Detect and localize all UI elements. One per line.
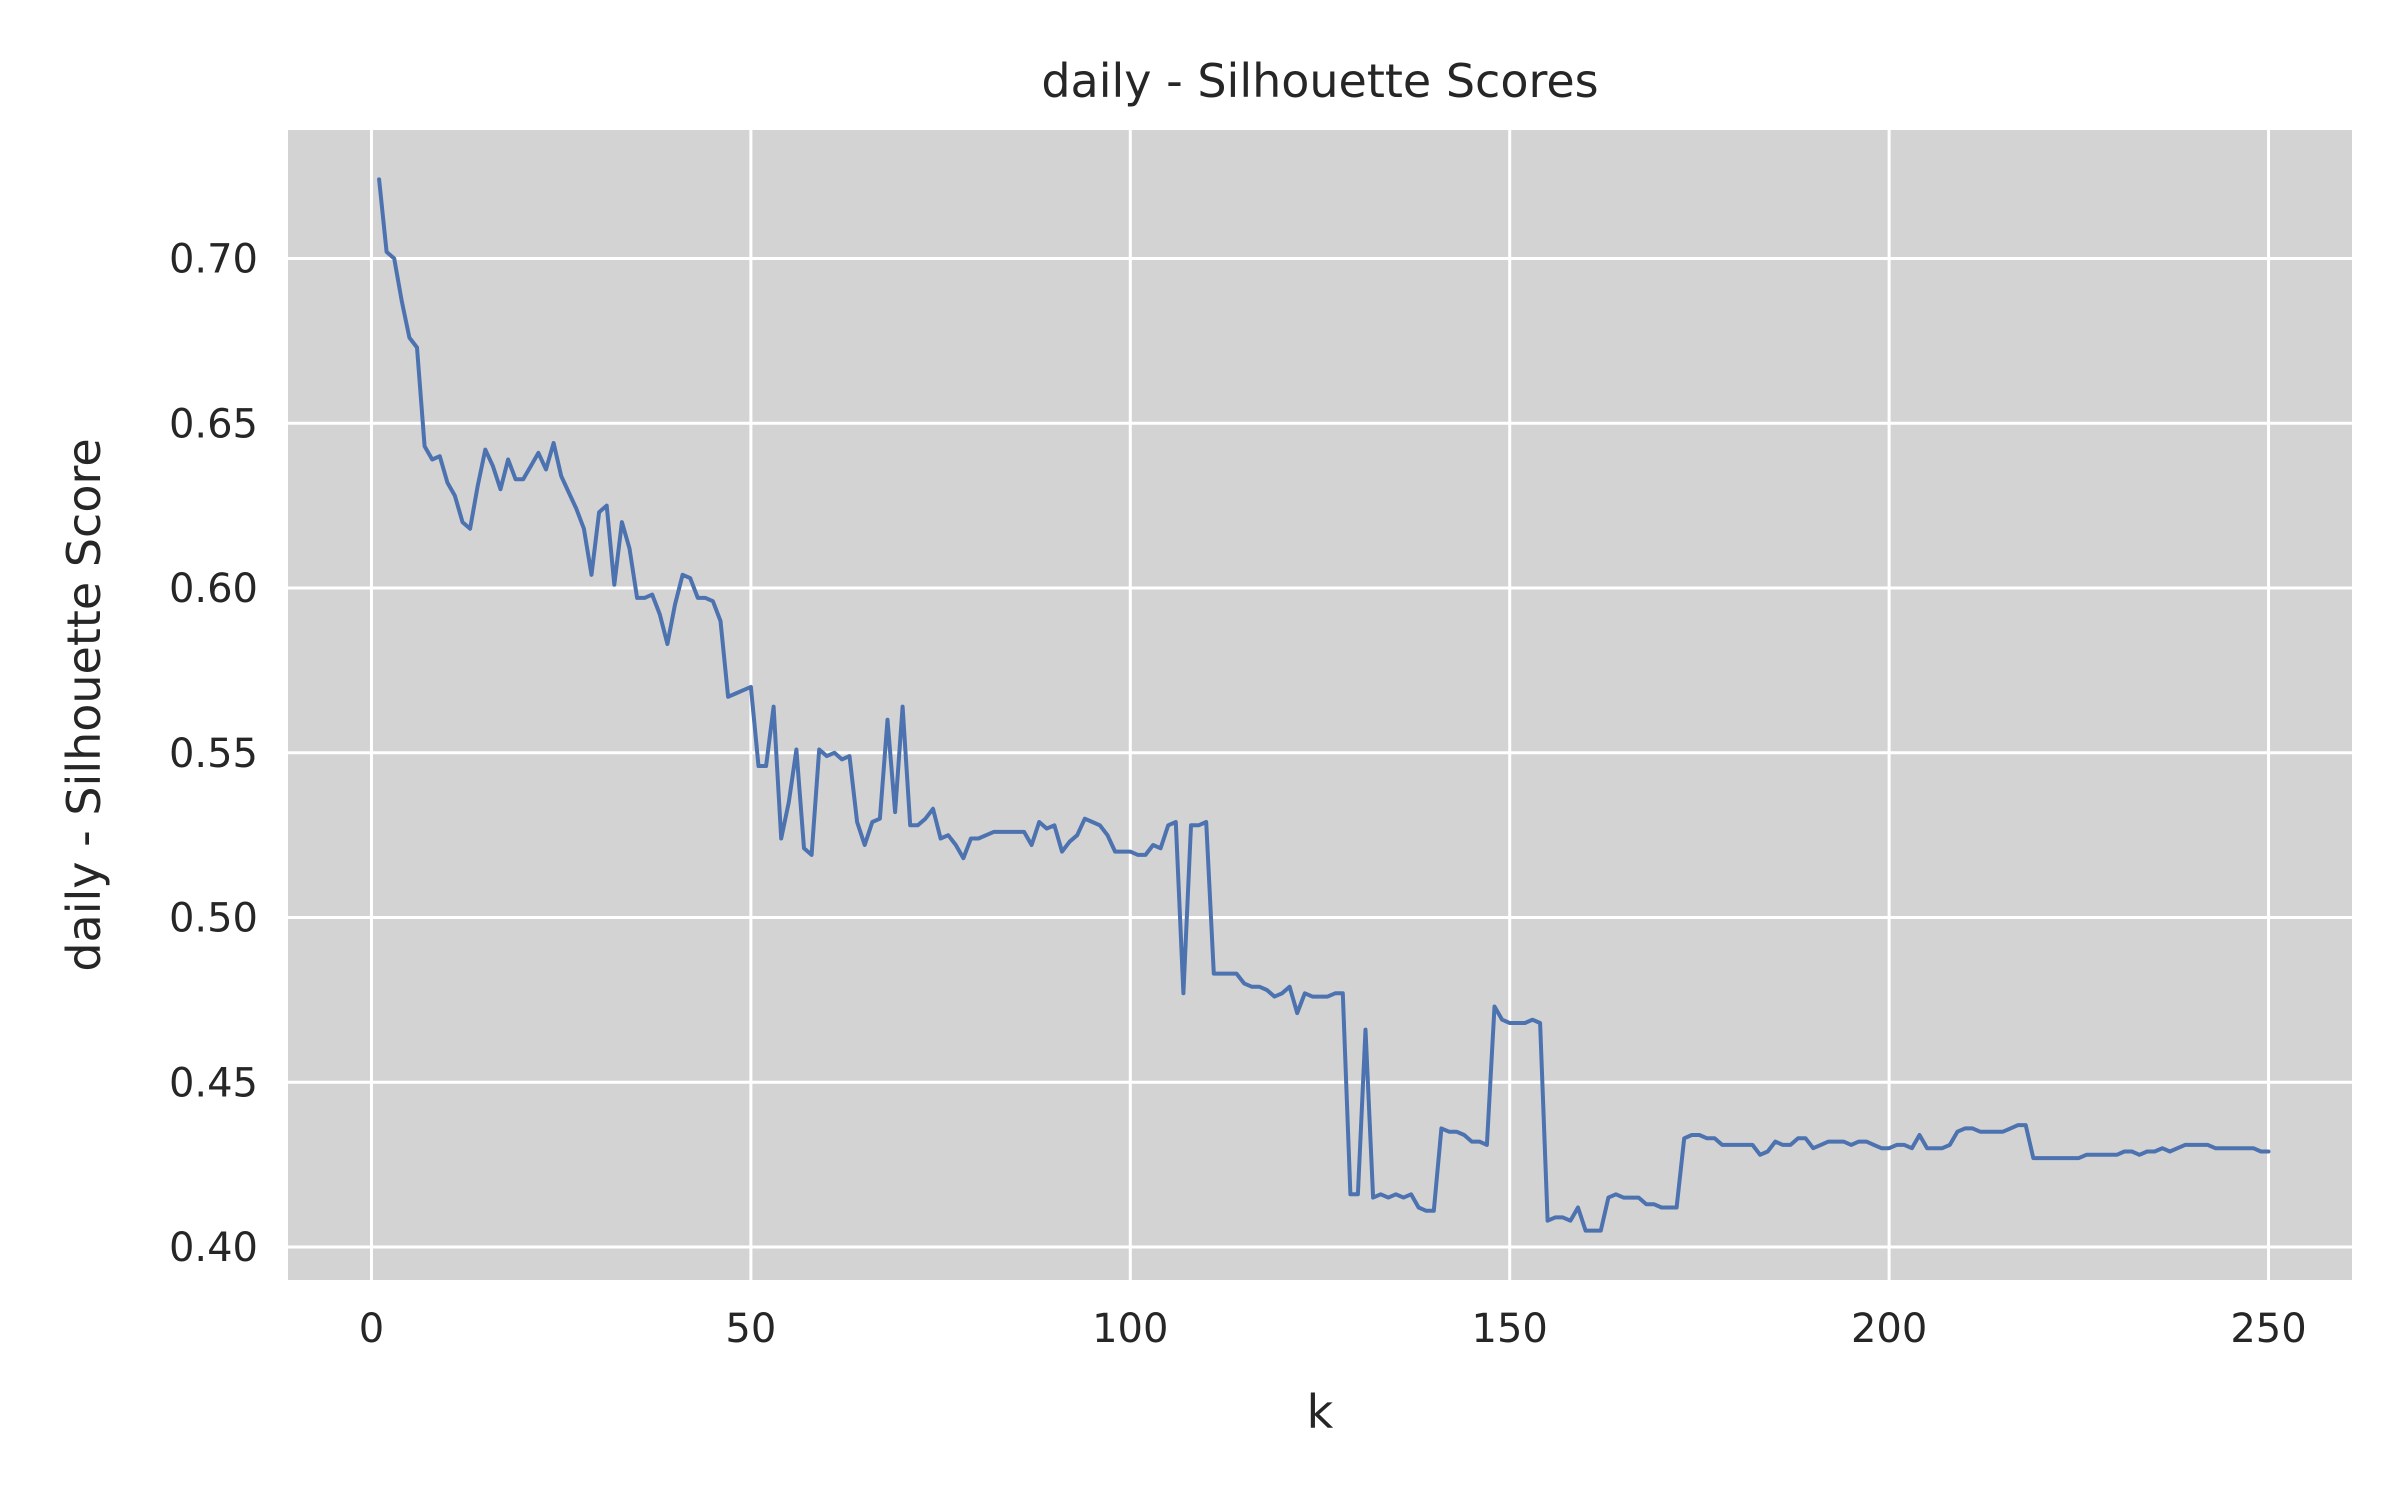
- tick-labels: 0 50 100 150 200 250 0.40 0.45 0.50 0.55 0.60 0.65 0…: [169, 237, 2307, 1352]
- series-line: [377, 177, 2271, 1233]
- y-tick-label: 0.45: [169, 1060, 258, 1106]
- y-tick-label: 0.40: [169, 1225, 258, 1271]
- x-tick-label: 250: [2230, 1306, 2306, 1352]
- x-tick-label: 0: [359, 1306, 384, 1352]
- x-tick-label: 100: [1092, 1306, 1168, 1352]
- y-tick-label: 0.60: [169, 566, 258, 612]
- x-tick-label: 50: [725, 1306, 776, 1352]
- y-tick-label: 0.55: [169, 731, 258, 777]
- series-layer: [377, 177, 2271, 1233]
- plot-background: [288, 130, 2352, 1280]
- x-tick-label: 150: [1472, 1306, 1548, 1352]
- x-tick-label: 200: [1851, 1306, 1927, 1352]
- chart-title: daily - Silhouette Scores: [1041, 54, 1598, 108]
- grid-lines: [288, 130, 2352, 1280]
- y-tick-label: 0.65: [169, 401, 258, 447]
- y-tick-label: 0.70: [169, 237, 258, 283]
- x-axis-label: k: [1307, 1385, 1334, 1439]
- y-axis-label: daily - Silhouette Score: [57, 438, 111, 971]
- y-tick-label: 0.50: [169, 896, 258, 942]
